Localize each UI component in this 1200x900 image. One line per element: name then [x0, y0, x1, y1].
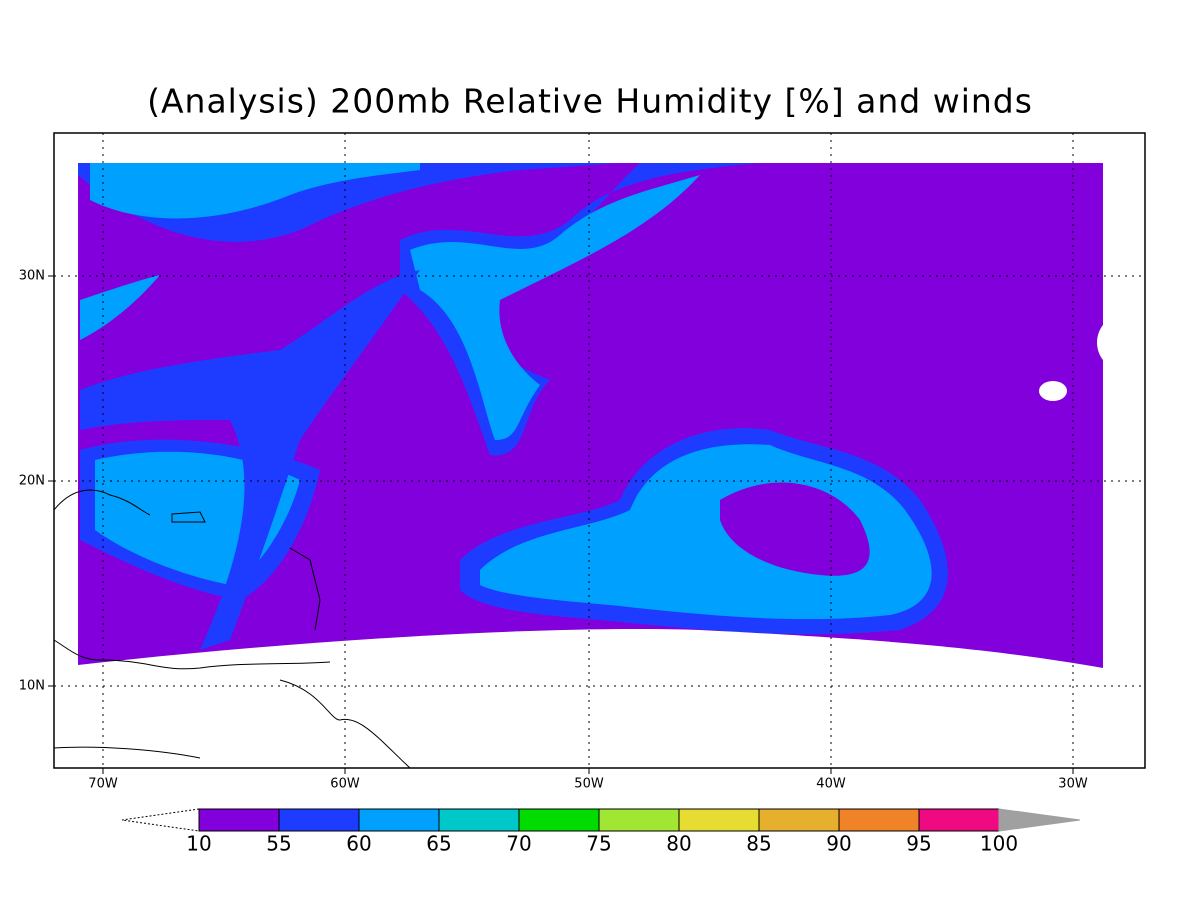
missing-data	[1097, 325, 1103, 360]
colorbar: 10 55 60 65 70 75 80 85 90 95 100	[121, 808, 1081, 856]
lon-label: 50W	[574, 777, 604, 792]
missing-data	[1039, 381, 1067, 401]
humidity-region	[80, 270, 420, 650]
lat-label: 10N	[19, 679, 45, 694]
map-title: (Analysis) 200mb Relative Humidity [%] a…	[147, 82, 1033, 121]
colorbar-segment	[198, 808, 280, 832]
humidity-region	[720, 482, 870, 576]
lat-label: 20N	[19, 474, 45, 489]
colorbar-segment	[918, 808, 1000, 832]
colorbar-label: 60	[346, 832, 371, 856]
colorbar-under-arrow	[121, 808, 200, 832]
humidity-region	[480, 444, 932, 620]
colorbar-segment	[278, 808, 360, 832]
lon-label: 40W	[816, 777, 846, 792]
colorbar-over-arrow	[998, 808, 1081, 832]
map-frame	[53, 132, 1146, 769]
colorbar-segment	[518, 808, 600, 832]
outside-domain	[1103, 163, 1145, 768]
colorbar-label: 100	[980, 832, 1018, 856]
colorbar-label: 10	[186, 832, 211, 856]
humidity-region	[80, 275, 160, 340]
colorbar-label: 75	[586, 832, 611, 856]
colorbar-segment	[678, 808, 760, 832]
colorbar-label: 70	[506, 832, 531, 856]
graticule: 30N 20N 10N 70W 60W 50W 40W 30W	[19, 133, 1145, 792]
coastlines	[53, 489, 411, 769]
colorbar-segment	[598, 808, 680, 832]
lon-label: 60W	[330, 777, 360, 792]
lon-label: 30W	[1058, 777, 1088, 792]
humidity-region	[410, 175, 700, 440]
colorbar-segment	[358, 808, 440, 832]
colorbar-label: 90	[826, 832, 851, 856]
colorbar-label: 55	[266, 832, 291, 856]
humidity-region	[90, 163, 420, 219]
colorbar-segment	[758, 808, 840, 832]
lon-label: 70W	[88, 777, 118, 792]
colorbar-label: 95	[906, 832, 931, 856]
colorbar-segment	[438, 808, 520, 832]
missing-data	[78, 629, 1103, 768]
colorbar-label: 65	[426, 832, 451, 856]
colorbar-segment	[838, 808, 920, 832]
colorbar-label: 80	[666, 832, 691, 856]
lat-label: 30N	[19, 269, 45, 284]
colorbar-label: 85	[746, 832, 771, 856]
map-field	[78, 163, 1145, 768]
